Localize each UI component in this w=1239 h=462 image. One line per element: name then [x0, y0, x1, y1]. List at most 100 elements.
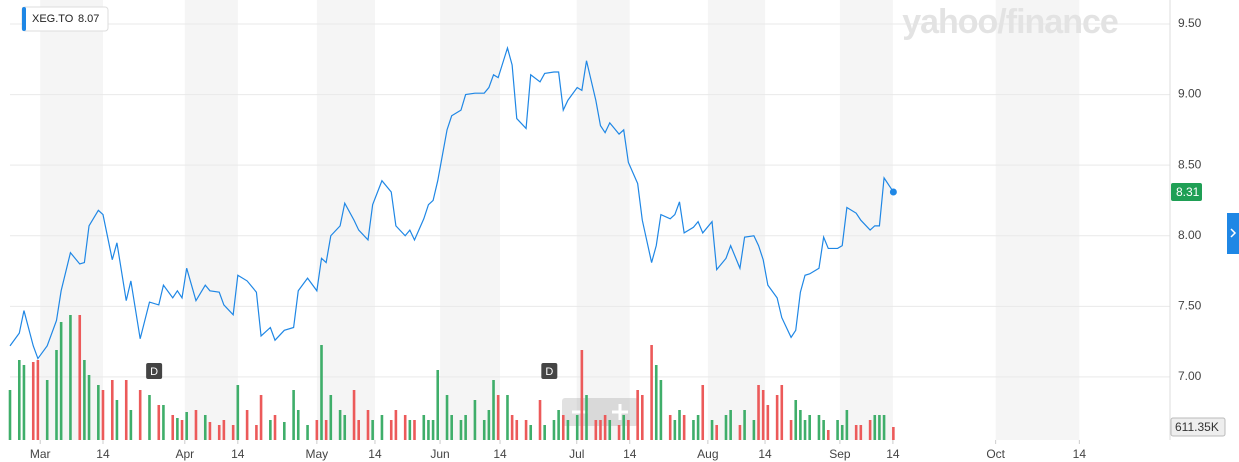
volume-bar [845, 410, 849, 440]
legend: XEG.TO 8.07 [21, 6, 109, 32]
volume-bar [431, 420, 435, 440]
volume-bar [157, 405, 161, 440]
volume-bar [878, 415, 881, 440]
volume-bar [515, 420, 519, 440]
volume-bar [124, 380, 128, 440]
chevron [1230, 228, 1237, 238]
volume-bar [413, 420, 416, 440]
volume-bar [110, 380, 114, 440]
volume-bar [329, 395, 333, 440]
volume-bar [817, 415, 821, 440]
volume-bar [87, 375, 91, 440]
volume-bar [636, 390, 639, 440]
volume-bar [245, 410, 249, 440]
volume-bar [17, 360, 21, 440]
band [184, 0, 238, 440]
volume-bar [138, 390, 142, 440]
volume-bar [715, 425, 718, 440]
volume-bar [627, 420, 630, 440]
volume-bar [283, 422, 286, 440]
volume-bar [566, 420, 570, 440]
volume-bar [622, 415, 626, 440]
volume-bar [561, 415, 565, 440]
volume-bar [259, 395, 263, 440]
volume-bar [315, 420, 319, 440]
price-tag-label: 8.31 [1176, 185, 1200, 199]
volume-bar [459, 420, 463, 440]
band [440, 0, 501, 440]
volume-bar [492, 380, 495, 440]
volume-bar [496, 395, 500, 440]
volume-bar [148, 395, 151, 440]
volume-bar [789, 420, 793, 440]
watermark: yahoo/finance [902, 3, 1118, 41]
volume-bar [552, 420, 556, 440]
y-tick-label: 8.00 [1178, 228, 1202, 242]
volume-bar [724, 415, 728, 440]
volume-bar [822, 420, 825, 440]
volume-bar [766, 405, 770, 440]
volume-bar [482, 420, 486, 440]
volume-bar [324, 420, 328, 440]
volume-bar [217, 425, 221, 440]
volume-bar [487, 410, 491, 440]
event-label: D [545, 366, 553, 378]
volume-bar [557, 410, 560, 440]
volume-bar [97, 385, 100, 440]
volume-bar [594, 420, 598, 440]
volume-bar [808, 415, 811, 440]
volume-bar [617, 425, 621, 440]
volume-bar [761, 390, 765, 440]
volume-bar [352, 390, 356, 440]
volume-bar [69, 315, 72, 440]
background [10, 0, 1170, 440]
volume-bar [445, 395, 449, 440]
volume-bar [775, 395, 779, 440]
side-tab-bg[interactable] [1227, 213, 1239, 254]
x-tick-label: Sep [829, 447, 851, 461]
volume-bar [222, 420, 226, 440]
x-tick-label: 14 [96, 447, 110, 461]
volume-bar [701, 385, 705, 440]
legend-swatch [22, 7, 26, 31]
volume-bar [580, 350, 584, 440]
volume-bar [427, 420, 430, 440]
volume-bar [506, 395, 509, 440]
legend-quote: 8.07 [78, 13, 99, 25]
volume-bar [678, 410, 681, 440]
volume-bar [892, 426, 895, 440]
band [316, 0, 375, 440]
volume-bar [436, 370, 440, 440]
x-tick-label: 14 [368, 447, 382, 461]
volume-bar [83, 360, 86, 440]
y-tick-label: 7.50 [1178, 298, 1202, 312]
volume-bar [464, 415, 467, 440]
x-tick-label: 14 [886, 447, 900, 461]
volume-bar [473, 400, 477, 440]
volume-bar [101, 390, 105, 440]
volume-bar [403, 415, 407, 440]
volume-bar [826, 430, 830, 440]
volume-bar [757, 385, 760, 440]
volume-bar [255, 425, 258, 440]
volume-bar [171, 415, 175, 440]
volume-bar [8, 390, 12, 440]
volume-bar [55, 350, 58, 440]
volume-bar [641, 395, 644, 440]
volume-bar [799, 410, 802, 440]
side-tab[interactable] [1227, 213, 1239, 254]
volume-bar [269, 420, 272, 440]
volume-bar [180, 420, 184, 440]
volume-bar [338, 410, 342, 440]
price-line [9, 45, 894, 360]
volume-bar [873, 415, 877, 440]
band [707, 0, 766, 440]
volume-bar [696, 415, 700, 440]
volume-bar [673, 420, 677, 440]
volume-bar [538, 400, 542, 440]
x-tick-label: Jul [569, 447, 584, 461]
volume-bar [599, 420, 602, 440]
volume-bar [743, 410, 746, 440]
volume-bar [162, 405, 165, 440]
